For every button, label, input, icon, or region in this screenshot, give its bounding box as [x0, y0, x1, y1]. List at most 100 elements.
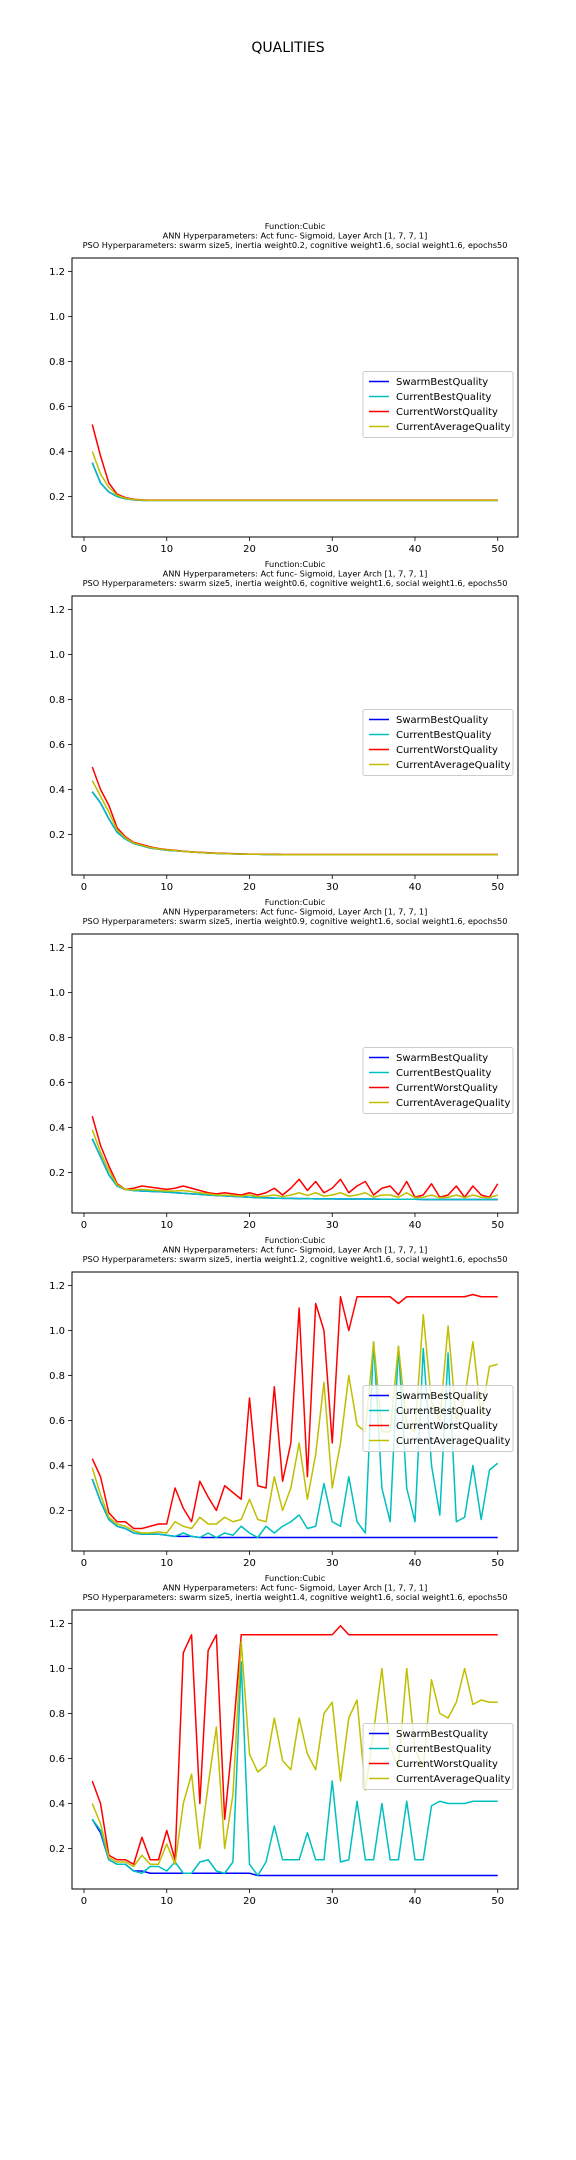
plot-frame [71, 1271, 519, 1552]
legend-label: SwarmBestQuality [396, 1053, 488, 1064]
legend-label: CurrentAverageQuality [396, 1098, 510, 1109]
legend-label: CurrentWorstQuality [396, 1421, 498, 1432]
x-tick-label: 40 [409, 1220, 422, 1231]
legend-box [362, 1723, 514, 1790]
x-tick-label: 50 [491, 1896, 504, 1907]
y-tick-label: 1.0 [49, 650, 65, 661]
y-tick-label: 0.6 [49, 402, 65, 413]
legend-label: CurrentBestQuality [396, 1406, 492, 1417]
figure-title: QUALITIES [251, 40, 325, 56]
y-tick-label: 0.2 [49, 830, 65, 841]
series-line-SwarmBestQuality [91, 462, 498, 502]
legend-label: CurrentWorstQuality [396, 1759, 498, 1770]
legend-label: CurrentBestQuality [396, 1744, 492, 1755]
x-tick-label: 20 [243, 544, 256, 555]
x-tick-label: 50 [491, 544, 504, 555]
legend-label: CurrentAverageQuality [396, 760, 510, 771]
series-line-SwarmBestQuality [91, 791, 498, 856]
series-line-CurrentWorstQuality [91, 1625, 498, 1865]
chart-title-line: ANN Hyperparameters: Act func- Sigmoid, … [163, 231, 428, 241]
y-tick-label: 0.6 [49, 1416, 65, 1427]
y-tick-label: 0.8 [49, 1371, 65, 1382]
x-tick-label: 30 [326, 1896, 339, 1907]
chart-title-line: Function:Cubic [265, 1235, 325, 1245]
chart-title-line: ANN Hyperparameters: Act func- Sigmoid, … [163, 1583, 428, 1593]
x-tick-label: 30 [326, 544, 339, 555]
x-tick-label: 50 [491, 1558, 504, 1569]
x-tick-label: 10 [160, 1220, 173, 1231]
series-line-CurrentAverageQuality [91, 1129, 498, 1199]
legend-label: CurrentWorstQuality [396, 745, 498, 756]
y-tick-label: 0.6 [49, 1078, 65, 1089]
legend-label: CurrentAverageQuality [396, 1774, 510, 1785]
x-tick-label: 50 [491, 1220, 504, 1231]
legend-label: CurrentBestQuality [396, 730, 492, 741]
y-tick-label: 0.8 [49, 357, 65, 368]
chart-title-line: Function:Cubic [265, 1573, 325, 1583]
series-line-SwarmBestQuality [91, 1478, 498, 1539]
legend-box [362, 709, 514, 776]
plot-frame [71, 257, 519, 538]
x-tick-label: 30 [326, 1558, 339, 1569]
legend-label: CurrentBestQuality [396, 392, 492, 403]
series-line-CurrentBestQuality [91, 791, 498, 856]
y-tick-label: 0.4 [49, 1799, 65, 1810]
x-tick-label: 0 [81, 544, 87, 555]
y-tick-label: 1.0 [49, 1664, 65, 1675]
legend-box [362, 371, 514, 438]
legend-box [362, 1047, 514, 1114]
legend-label: SwarmBestQuality [396, 1729, 488, 1740]
legend-label: CurrentWorstQuality [396, 407, 498, 418]
x-tick-label: 10 [160, 1558, 173, 1569]
legend: SwarmBestQuality CurrentBestQuality Curren… [362, 1385, 514, 1452]
y-tick-label: 1.2 [49, 1619, 65, 1630]
y-tick-label: 0.2 [49, 1506, 65, 1517]
series-line-CurrentWorstQuality [91, 1116, 499, 1198]
y-tick-label: 0.8 [49, 1033, 65, 1044]
legend: SwarmBestQuality CurrentBestQuality Curren… [362, 371, 514, 438]
chart-title-line: PSO Hyperparameters: swarm size5, inerti… [83, 1254, 508, 1264]
chart-title-line: PSO Hyperparameters: swarm size5, inerti… [83, 578, 508, 588]
x-tick-label: 20 [243, 1220, 256, 1231]
legend-box [362, 1385, 514, 1452]
y-tick-label: 0.4 [49, 1123, 65, 1134]
y-tick-label: 0.2 [49, 492, 65, 503]
x-tick-label: 30 [326, 882, 339, 893]
y-tick-label: 0.2 [49, 1168, 65, 1179]
series-line-CurrentAverageQuality [91, 451, 498, 502]
y-tick-label: 0.2 [49, 1844, 65, 1855]
y-tick-label: 0.8 [49, 1709, 65, 1720]
x-tick-label: 0 [81, 1896, 87, 1907]
chart-title-line: PSO Hyperparameters: swarm size5, inerti… [83, 916, 508, 926]
legend-label: SwarmBestQuality [396, 377, 488, 388]
series-line-CurrentBestQuality [91, 1138, 498, 1201]
plot-frame [71, 933, 519, 1214]
x-tick-label: 0 [81, 1558, 87, 1569]
chart-title-line: Function:Cubic [265, 221, 325, 231]
x-tick-label: 0 [81, 1220, 87, 1231]
series-line-SwarmBestQuality [91, 1818, 498, 1877]
y-tick-label: 1.2 [49, 267, 65, 278]
x-tick-label: 50 [491, 882, 504, 893]
y-tick-label: 0.4 [49, 1461, 65, 1472]
legend: SwarmBestQuality CurrentBestQuality Curren… [362, 1723, 514, 1790]
legend-label: CurrentAverageQuality [396, 1436, 510, 1447]
y-tick-label: 1.2 [49, 1281, 65, 1292]
y-tick-label: 1.0 [49, 312, 65, 323]
chart-title-line: PSO Hyperparameters: swarm size5, inerti… [83, 1592, 508, 1602]
chart-title-line: Function:Cubic [265, 897, 325, 907]
y-tick-label: 1.2 [49, 605, 65, 616]
y-tick-label: 0.4 [49, 447, 65, 458]
x-tick-label: 20 [243, 1896, 256, 1907]
y-tick-label: 0.6 [49, 740, 65, 751]
x-tick-label: 10 [160, 882, 173, 893]
x-tick-label: 10 [160, 1896, 173, 1907]
chart-title-line: ANN Hyperparameters: Act func- Sigmoid, … [163, 907, 428, 917]
chart-title-line: ANN Hyperparameters: Act func- Sigmoid, … [163, 1245, 428, 1255]
legend-label: CurrentBestQuality [396, 1068, 492, 1079]
x-tick-label: 40 [409, 1896, 422, 1907]
